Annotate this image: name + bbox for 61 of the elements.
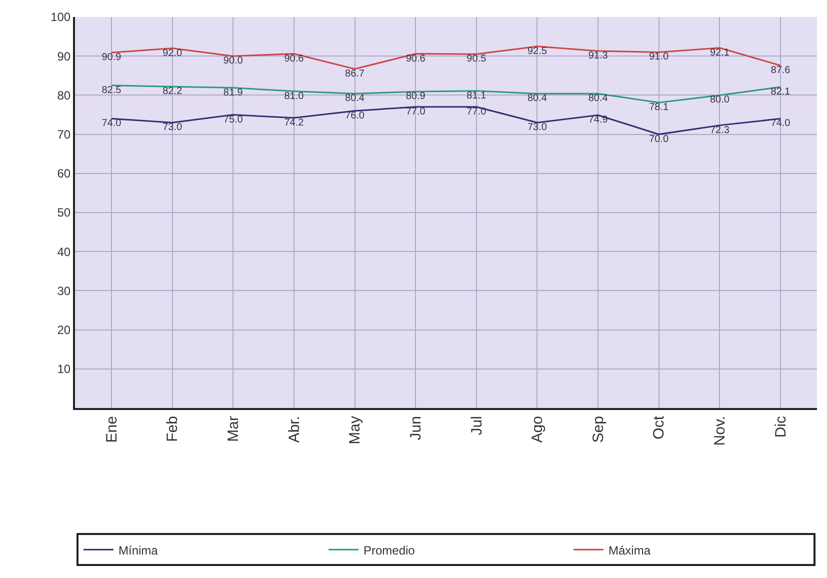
y-tick-label: 60 bbox=[57, 166, 71, 181]
x-tick-label: Jul bbox=[468, 416, 486, 436]
data-label: 77.0 bbox=[466, 106, 487, 118]
y-tick-label: 100 bbox=[50, 10, 71, 24]
y-tick-label: 70 bbox=[57, 128, 71, 142]
data-label: 80.4 bbox=[345, 93, 365, 104]
data-label: 74.0 bbox=[770, 118, 791, 130]
data-label: 87.6 bbox=[770, 64, 791, 76]
y-tick-label: 50 bbox=[57, 206, 71, 220]
data-label: 92.1 bbox=[710, 47, 730, 58]
x-tick-label: Ene bbox=[103, 416, 120, 443]
data-label: 80.0 bbox=[710, 94, 730, 106]
y-tick-label: 40 bbox=[57, 244, 71, 259]
x-tick-label: Oct bbox=[650, 415, 668, 440]
data-label: 78.1 bbox=[649, 102, 670, 114]
data-label: 90.6 bbox=[284, 53, 304, 64]
x-tick-label: Jun bbox=[407, 416, 424, 440]
data-label: 81.9 bbox=[223, 87, 244, 98]
x-tick-label: Feb bbox=[164, 416, 182, 442]
data-label: 90.0 bbox=[223, 56, 244, 67]
data-label: 91.0 bbox=[649, 52, 670, 63]
data-label: 70.0 bbox=[649, 134, 670, 145]
data-label: 81.1 bbox=[466, 90, 487, 102]
y-tick-label: 80 bbox=[57, 88, 71, 102]
y-tick-label: 20 bbox=[57, 323, 71, 337]
data-label: 77.0 bbox=[406, 106, 426, 118]
x-tick-label: Ago bbox=[529, 416, 546, 443]
data-label: 86.7 bbox=[345, 68, 365, 80]
data-label: 82.2 bbox=[162, 86, 182, 98]
data-label: 90.6 bbox=[406, 53, 426, 64]
data-label: 74.0 bbox=[102, 118, 122, 130]
data-label: 73.0 bbox=[162, 122, 182, 134]
data-label: 92.5 bbox=[527, 46, 548, 57]
data-label: 72.3 bbox=[710, 124, 730, 136]
data-label: 80.4 bbox=[527, 93, 548, 104]
data-label: 90.5 bbox=[466, 54, 487, 65]
y-tick-label: 30 bbox=[57, 284, 71, 298]
x-tick-label: May bbox=[346, 416, 364, 444]
data-label: 73.0 bbox=[527, 122, 548, 134]
data-label: 80.4 bbox=[588, 93, 608, 104]
data-label: 80.9 bbox=[406, 91, 426, 102]
y-tick-label: 10 bbox=[57, 362, 71, 376]
data-label: 92.0 bbox=[162, 48, 182, 59]
legend-label: Mínima bbox=[118, 543, 158, 558]
data-label: 75.0 bbox=[223, 114, 244, 126]
legend-label: Promedio bbox=[364, 543, 416, 558]
y-tick-label: 90 bbox=[57, 49, 71, 64]
legend-label: Máxima bbox=[608, 543, 651, 558]
data-label: 82.1 bbox=[770, 86, 791, 98]
data-label: 76.0 bbox=[345, 110, 365, 122]
data-label: 82.5 bbox=[102, 84, 122, 96]
data-label: 90.9 bbox=[102, 52, 122, 64]
x-tick-label: Sep bbox=[590, 416, 607, 443]
x-tick-label: Abr. bbox=[286, 416, 303, 443]
data-label: 91.3 bbox=[588, 50, 608, 62]
x-tick-label: Dic bbox=[772, 416, 790, 438]
x-tick-label: Mar bbox=[225, 416, 242, 442]
data-label: 74.2 bbox=[284, 117, 304, 128]
data-label: 74.9 bbox=[588, 114, 608, 126]
x-tick-label: Nov. bbox=[712, 416, 729, 446]
data-label: 81.0 bbox=[284, 90, 304, 102]
